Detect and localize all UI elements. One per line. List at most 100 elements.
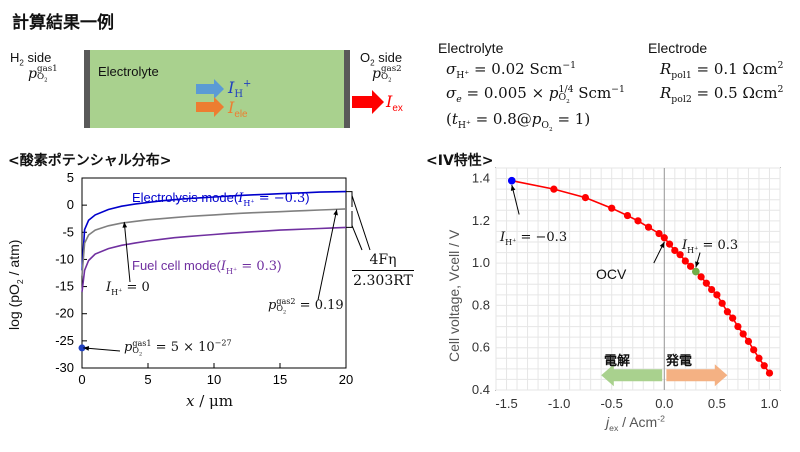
series-line-2 — [81, 226, 347, 293]
iv-data-point — [623, 211, 632, 220]
iv-x-tick-label: -1.0 — [548, 396, 570, 411]
sigma-h-equation: σH+ = 0.02 Scm−1 — [446, 60, 577, 81]
iv-data-point — [739, 330, 747, 338]
x-tick-label: 20 — [339, 372, 353, 387]
upper-bracket — [346, 191, 353, 207]
iv-data-point — [581, 194, 590, 202]
iv-data-point — [755, 354, 763, 362]
gas1-pressure-label: p gas1 O2 = 5 × 10−27 — [124, 338, 232, 358]
electrolysis-mode-label: Electrolysis mode(IH+ = −0.3) — [132, 190, 310, 208]
o2-side-label: O2 side — [360, 50, 403, 68]
bracket-pointer-lower — [351, 225, 363, 251]
ocv-pointer-head — [659, 242, 665, 248]
y-tick-label: -25 — [55, 333, 74, 348]
iv-y-tick-label: 1.0 — [472, 255, 490, 270]
electrolyte-box-label: Electrolyte — [98, 64, 159, 79]
h2-side-label: H2 side — [10, 50, 52, 68]
iv-data-point — [744, 337, 753, 345]
ocv-label: OCV — [596, 266, 627, 282]
gas1-pointer — [83, 347, 121, 352]
iv-data-point — [702, 279, 710, 287]
ih-pos-pointer-head — [695, 261, 700, 268]
iv-y-tick-label: 1.2 — [472, 213, 490, 228]
page-title: 計算結果一例 — [12, 13, 114, 33]
iv-data-point — [734, 322, 742, 331]
zero-current-label: IH+ = 0 — [106, 280, 150, 297]
electrolyte-heading: Electrolyte — [438, 40, 504, 56]
electrode-heading: Electrode — [648, 40, 708, 56]
iv-ih-pos-label: IH+ = 0.3 — [682, 238, 739, 255]
iv-y-tick-label: 0.4 — [472, 382, 490, 397]
iv-data-point — [550, 185, 558, 193]
bracket-pointer-upper — [351, 195, 371, 251]
left-section-title: <酸素ポテンシャル分布> — [8, 153, 172, 169]
iv-x-tick-label: -0.5 — [601, 396, 623, 411]
gas2-pressure-label: p gas2 O2 = 0.19 — [268, 297, 344, 316]
iv-x-tick-label: -1.5 — [495, 396, 517, 411]
generation-direction-arrow — [666, 364, 728, 387]
iv-y-tick-label: 0.6 — [472, 340, 490, 355]
x-tick-label: 0 — [78, 372, 85, 387]
ratio-numerator: 4Fη — [352, 252, 414, 271]
ih-neg-pointer-head — [510, 184, 516, 191]
iv-data-point — [765, 369, 774, 377]
right-pressure-label: p gas2 O2 — [372, 64, 402, 84]
left-pressure-label: p gas1 O2 — [28, 64, 58, 84]
iv-y-tick-label: 1.4 — [472, 171, 490, 186]
ex-current-arrow — [352, 90, 384, 114]
iv-data-point — [644, 223, 653, 231]
y-tick-label: -20 — [55, 306, 74, 321]
iv-data-point — [665, 240, 674, 248]
y-tick-label: -5 — [62, 224, 74, 239]
iv-x-tick-label: 1.0 — [760, 396, 778, 411]
x-tick-label: 10 — [207, 372, 221, 387]
chart1-xlabel: x / μm — [186, 392, 234, 410]
iv-plot-frame — [495, 167, 781, 391]
transference-equation: (tH+ = 0.8@pO2 = 1) — [446, 110, 591, 133]
electrolysis-region-label: 電解 — [604, 354, 631, 369]
iv-ih-neg-label: IH+ = −0.3 — [500, 230, 568, 247]
right-section-title: <IV特性> — [426, 153, 494, 169]
rpol2-equation: Rpol2 = 0.5 Ωcm2 — [660, 84, 784, 105]
gas1-point — [78, 344, 86, 352]
iv-highlight-point-1 — [692, 267, 700, 276]
y-tick-label: 0 — [67, 197, 74, 212]
ele-flux-arrow — [196, 97, 224, 117]
gas1-pointer-head — [83, 346, 90, 351]
iv-data-point — [660, 234, 668, 242]
x-tick-label: 15 — [273, 372, 287, 387]
iv-data-point — [634, 217, 642, 225]
iv-highlight-point-0 — [507, 176, 516, 185]
iv-data-point — [681, 257, 689, 265]
y-tick-label: -30 — [55, 360, 74, 375]
chart2-xlabel: jex / Acm-2 — [606, 413, 665, 433]
y-tick-label: -15 — [55, 279, 74, 294]
iv-data-point — [760, 362, 768, 370]
series-line-1 — [81, 208, 347, 276]
iv-x-tick-label: 0.5 — [708, 396, 726, 411]
iv-data-point — [686, 262, 695, 270]
iv-data-point — [750, 346, 758, 354]
potential-ratio-fraction: 4Fη 2.303RT — [352, 252, 414, 289]
iv-data-point — [655, 229, 663, 238]
y-tick-label: 5 — [67, 170, 74, 185]
iv-x-tick-label: 0.0 — [655, 396, 673, 411]
gas2-pointer-head — [333, 209, 338, 216]
iv-data-point — [713, 291, 721, 299]
zero-current-pointer — [123, 221, 131, 283]
h-flux-label: IH+ — [228, 78, 252, 101]
plot-frame — [81, 177, 347, 369]
iv-y-tick-label: 0.8 — [472, 297, 490, 312]
y-tick-label: -10 — [55, 251, 74, 266]
iv-data-point — [718, 299, 726, 307]
iv-data-point — [671, 246, 679, 255]
series-line-0 — [81, 190, 347, 271]
electrolysis-direction-arrow — [601, 364, 663, 387]
lower-bracket — [346, 210, 353, 228]
ele-flux-label: Iele — [228, 98, 248, 121]
ratio-denominator: 2.303RT — [353, 273, 413, 289]
gas2-pointer — [317, 209, 338, 301]
